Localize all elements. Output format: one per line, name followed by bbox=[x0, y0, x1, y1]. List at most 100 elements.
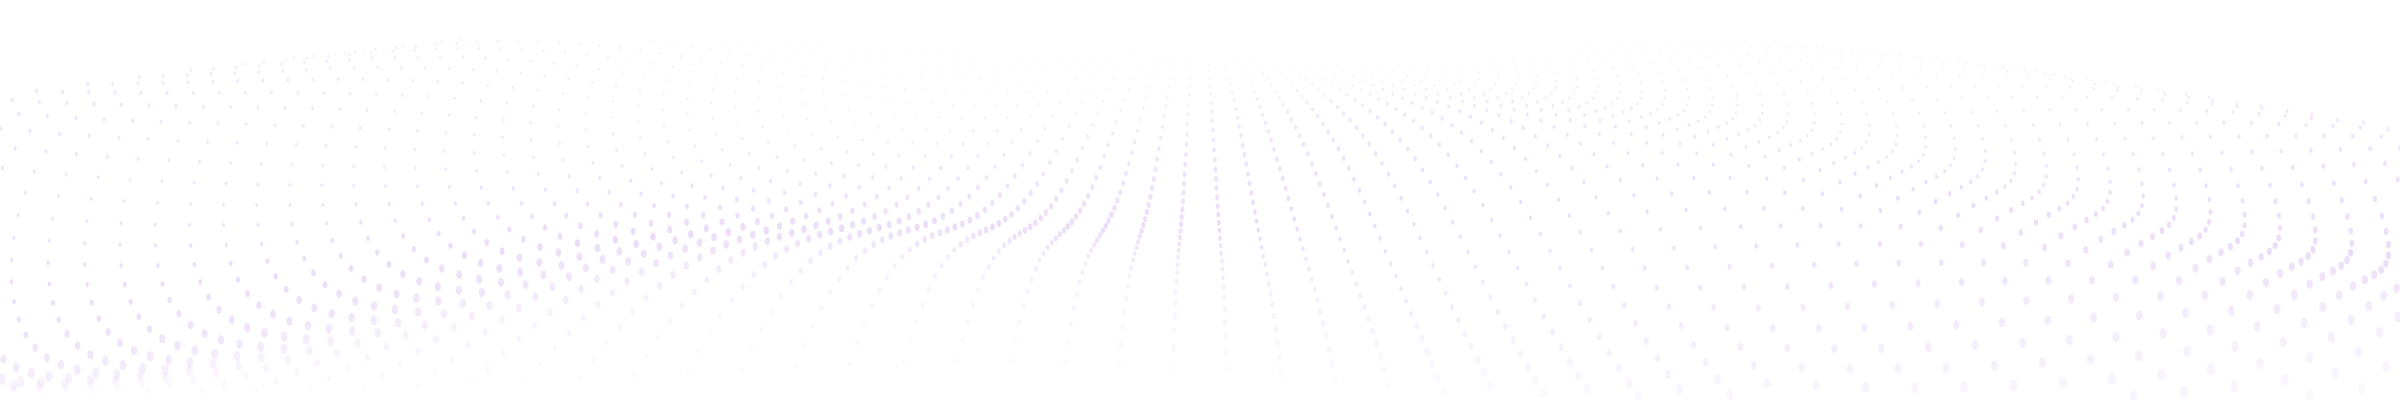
dot bbox=[1142, 215, 1148, 223]
dot bbox=[1569, 62, 1571, 65]
dot bbox=[2049, 77, 2052, 81]
dot bbox=[199, 386, 205, 395]
dot bbox=[1018, 50, 1020, 53]
dot bbox=[2349, 239, 2355, 248]
dot bbox=[786, 129, 789, 133]
dot bbox=[813, 191, 818, 198]
dot bbox=[1002, 215, 1008, 223]
dot bbox=[336, 289, 342, 299]
dot bbox=[391, 304, 399, 315]
dot bbox=[775, 155, 778, 160]
dot bbox=[629, 178, 633, 183]
dot bbox=[1550, 91, 1553, 96]
dot bbox=[1561, 100, 1564, 105]
dot bbox=[2305, 252, 2311, 261]
dot bbox=[1175, 269, 1179, 275]
dot bbox=[939, 263, 944, 269]
dot bbox=[174, 104, 178, 109]
dot bbox=[1333, 66, 1335, 69]
dot bbox=[1757, 139, 1761, 144]
dot bbox=[461, 55, 465, 60]
dot bbox=[827, 242, 833, 250]
dot bbox=[521, 235, 526, 243]
dot bbox=[924, 154, 927, 159]
dot bbox=[1226, 70, 1228, 73]
dot bbox=[1750, 360, 1757, 370]
dot bbox=[1490, 127, 1494, 133]
dot bbox=[2086, 95, 2089, 100]
dot bbox=[306, 345, 313, 356]
dot bbox=[376, 283, 383, 292]
dot bbox=[1746, 53, 1749, 56]
dot bbox=[693, 144, 696, 148]
dot bbox=[2072, 152, 2076, 157]
dot bbox=[1717, 125, 1720, 130]
dot bbox=[611, 99, 614, 103]
dot bbox=[96, 175, 100, 180]
dot bbox=[2137, 167, 2141, 172]
dot bbox=[916, 207, 921, 215]
dot bbox=[290, 162, 294, 167]
dot bbox=[265, 142, 269, 146]
dot bbox=[876, 44, 879, 46]
dot bbox=[1838, 180, 1842, 185]
dot bbox=[1773, 44, 1775, 46]
dot bbox=[1342, 247, 1346, 253]
dot bbox=[2140, 202, 2144, 209]
dot bbox=[2283, 113, 2287, 119]
dot bbox=[871, 175, 875, 180]
dot bbox=[1938, 224, 1943, 232]
dot bbox=[532, 292, 539, 302]
dot bbox=[1839, 206, 1844, 212]
dot bbox=[102, 356, 109, 366]
dot bbox=[2372, 195, 2378, 203]
dot bbox=[829, 55, 831, 58]
dot bbox=[1911, 186, 1915, 192]
dot bbox=[1005, 183, 1010, 189]
dot bbox=[853, 123, 856, 127]
dot bbox=[1511, 99, 1514, 104]
dot bbox=[1731, 84, 1734, 88]
dot bbox=[1260, 244, 1264, 250]
dot bbox=[1067, 124, 1071, 129]
dot bbox=[1270, 301, 1275, 308]
dot bbox=[1043, 126, 1047, 131]
dot bbox=[1706, 129, 1710, 134]
dot bbox=[1731, 116, 1734, 121]
dot bbox=[1727, 263, 1732, 270]
dot bbox=[2203, 226, 2208, 234]
dot bbox=[1642, 265, 1647, 271]
dot bbox=[1342, 111, 1346, 116]
dot bbox=[598, 67, 601, 71]
dot bbox=[1868, 76, 1870, 79]
dot bbox=[871, 241, 876, 248]
dot bbox=[280, 62, 283, 66]
dot bbox=[105, 328, 111, 336]
dot bbox=[206, 293, 211, 301]
dot bbox=[1424, 87, 1428, 92]
dot bbox=[2033, 219, 2039, 226]
dot bbox=[1448, 95, 1452, 100]
dot bbox=[1251, 199, 1256, 206]
dot bbox=[929, 232, 935, 240]
dot bbox=[224, 242, 228, 248]
dot bbox=[1676, 113, 1680, 117]
dot bbox=[420, 201, 424, 206]
dot bbox=[333, 52, 336, 56]
dot bbox=[1089, 247, 1094, 253]
dot bbox=[1798, 362, 1806, 373]
dot bbox=[1386, 171, 1391, 177]
dot bbox=[416, 184, 419, 189]
dot bbox=[728, 256, 734, 265]
dot bbox=[2009, 206, 2014, 213]
dot bbox=[2234, 266, 2241, 276]
dot bbox=[1519, 200, 1523, 205]
dot bbox=[1013, 173, 1017, 179]
dot bbox=[2358, 125, 2363, 130]
dot bbox=[1639, 115, 1643, 120]
dot bbox=[1022, 198, 1027, 205]
dot bbox=[991, 255, 996, 261]
dot bbox=[1002, 242, 1007, 249]
dot bbox=[1640, 81, 1643, 85]
